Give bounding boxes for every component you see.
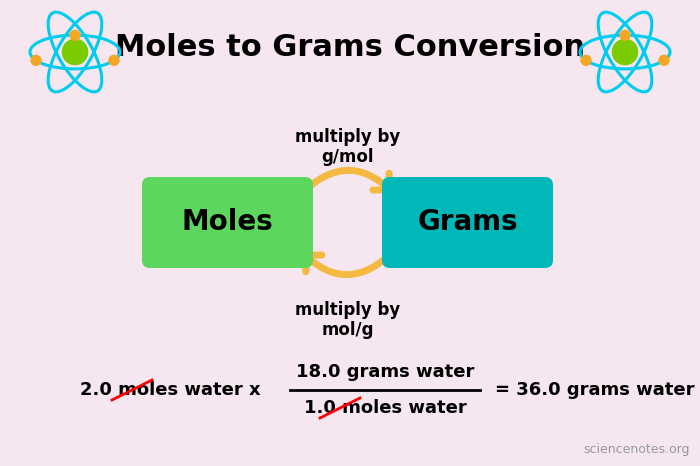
Text: sciencenotes.org: sciencenotes.org — [584, 443, 690, 456]
Text: 18.0 grams water: 18.0 grams water — [296, 363, 474, 381]
Circle shape — [620, 30, 630, 40]
Text: Moles: Moles — [181, 208, 274, 237]
FancyArrowPatch shape — [305, 252, 393, 274]
Circle shape — [659, 55, 669, 65]
Text: 1.0 moles water: 1.0 moles water — [304, 399, 466, 417]
FancyBboxPatch shape — [382, 177, 553, 268]
Circle shape — [581, 55, 591, 65]
FancyBboxPatch shape — [142, 177, 313, 268]
Circle shape — [31, 55, 41, 65]
Text: 2.0 moles water x: 2.0 moles water x — [80, 381, 260, 399]
Text: = 36.0 grams water: = 36.0 grams water — [495, 381, 694, 399]
FancyArrowPatch shape — [302, 171, 389, 193]
Text: multiply by
g/mol: multiply by g/mol — [295, 128, 400, 166]
Circle shape — [62, 40, 88, 65]
Circle shape — [612, 40, 638, 65]
Text: Grams: Grams — [417, 208, 518, 237]
Circle shape — [109, 55, 119, 65]
Text: Moles to Grams Conversion: Moles to Grams Conversion — [115, 34, 585, 62]
Text: multiply by
mol/g: multiply by mol/g — [295, 301, 400, 339]
Circle shape — [70, 30, 80, 40]
